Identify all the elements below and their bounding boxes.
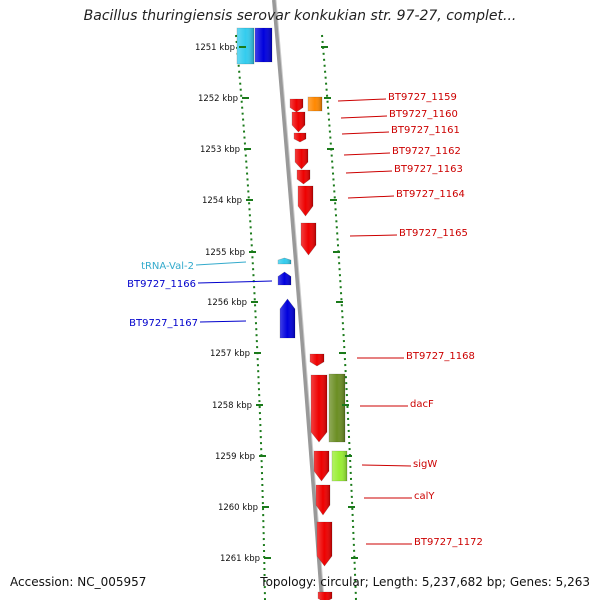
callout-line: [337, 98, 387, 102]
gene-blue-top-shade: [255, 28, 272, 62]
gene-BT9727_1161-shade: [294, 133, 306, 142]
callout-line: [345, 170, 393, 174]
gene-orange-shade: [308, 97, 322, 111]
scale-label: 1260 kbp: [218, 503, 258, 513]
feature-label: BT9727_1166: [127, 279, 196, 290]
gene-sigW-left-shade: [314, 451, 329, 481]
callouts: BT9727_1159 BT9727_1160 BT9727_1161 BT9727_…: [127, 92, 483, 548]
callout-line: [349, 234, 398, 237]
map-title: Bacillus thuringiensis serovar konkukian…: [83, 8, 517, 24]
topology-label: Topology:: [260, 575, 317, 589]
gene-BT9727_1165-shade: [301, 223, 316, 255]
right-rail: [321, 34, 357, 600]
gene-sigW-shade: [332, 451, 347, 481]
callout-line: [361, 464, 412, 467]
gene-BT9727_1172-shade: [317, 522, 332, 566]
scale-label: 1251 kbp: [195, 43, 235, 53]
gene-BT9727_1164-shade: [298, 186, 313, 216]
feature-label: BT9727_1161: [391, 125, 460, 136]
genes-value: 5,263: [555, 575, 590, 589]
scale-label: 1256 kbp: [207, 298, 247, 308]
gene-BT9727_1159-shade: [290, 99, 303, 112]
scale-label: 1259 kbp: [215, 452, 255, 462]
ticks: 1251 kbp 1252 kbp 1253 kbp 1254 kbp 1255 kbp…: [195, 43, 358, 564]
callout-line: [197, 280, 273, 284]
scale-label: 1252 kbp: [198, 94, 238, 104]
topology-info: Topology: circular; Length: 5,237,682 bp…: [260, 575, 590, 589]
feature-label: sigW: [413, 459, 437, 470]
length-label: Length:: [372, 575, 419, 589]
callout-line: [340, 115, 388, 119]
feature-label: BT9727_1159: [388, 92, 457, 103]
feature-label: dacF: [410, 399, 434, 410]
callout-line: [199, 320, 247, 323]
accession-label: Accession:: [10, 575, 74, 589]
feature-label: BT9727_1165: [399, 228, 468, 239]
gene-bottom-shade: [318, 592, 332, 600]
genes-label: Genes:: [509, 575, 552, 589]
scale-label: 1261 kbp: [220, 554, 260, 564]
feature-label: BT9727_1164: [396, 189, 465, 200]
left-rail: [235, 34, 266, 600]
callout-line: [347, 195, 395, 199]
genes: [236, 27, 348, 600]
topology-value: circular;: [320, 575, 369, 589]
scale-label: 1253 kbp: [200, 145, 240, 155]
callout-line: [341, 131, 390, 135]
callout-line: [195, 261, 247, 266]
accession-info: Accession: NC_005957: [10, 575, 146, 589]
feature-label: BT9727_1172: [414, 537, 483, 548]
callout-line: [343, 152, 391, 156]
gene-BT9727_1166-shade: [278, 272, 291, 285]
scale-label: 1257 kbp: [210, 349, 250, 359]
feature-label: tRNA-Val-2: [141, 261, 194, 272]
gene-tRNA-Val-2-shade: [278, 258, 291, 264]
feature-label: BT9727_1163: [394, 164, 463, 175]
gene-BT9727_1160-shade: [292, 112, 305, 132]
gene-calY-shade: [316, 485, 330, 515]
feature-label: BT9727_1167: [129, 318, 198, 329]
gene-BT9727_1162-shade: [295, 149, 308, 169]
gene-BT9727_1167-shade: [280, 299, 295, 338]
gene-BT9727_1168-shade: [310, 354, 324, 366]
gene-dacF-left-shade: [311, 375, 327, 442]
scale-label: 1255 kbp: [205, 248, 245, 258]
gene-BT9727_1163-shade: [297, 170, 310, 184]
feature-label: calY: [414, 491, 435, 502]
length-value: 5,237,682 bp;: [421, 575, 507, 589]
feature-label: BT9727_1162: [392, 146, 461, 157]
gene-dacF-shade: [329, 374, 345, 442]
backbone-arc: [272, 0, 324, 600]
backbone-highlight: [275, 0, 325, 600]
scale-label: 1254 kbp: [202, 196, 242, 206]
accession-value: NC_005957: [77, 575, 147, 589]
backbone: [272, 0, 325, 600]
feature-label: BT9727_1160: [389, 109, 458, 120]
feature-label: BT9727_1168: [406, 351, 475, 362]
scale-label: 1258 kbp: [212, 401, 252, 411]
